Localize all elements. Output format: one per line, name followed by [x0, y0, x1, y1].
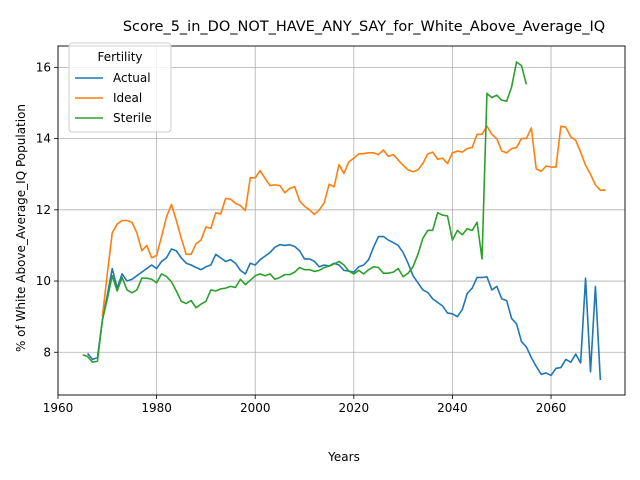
grid-lines	[57, 46, 625, 395]
x-tick-label-4: 2040	[437, 401, 468, 415]
legend-label-sterile: Sterile	[113, 111, 152, 125]
plot-frame	[57, 45, 626, 396]
x-tick-label-0: 1960	[43, 401, 74, 415]
y-axis-label: % of White Above_Average_IQ Population	[14, 104, 28, 352]
x-tick-label-2: 2000	[240, 401, 271, 415]
x-axis: 1960 1980 2000 2020 2040 2060	[43, 395, 567, 415]
legend-label-actual: Actual	[113, 71, 151, 85]
x-tick-label-1: 1980	[141, 401, 172, 415]
y-tick-label-1: 10	[36, 274, 51, 288]
legend-label-ideal: Ideal	[113, 91, 142, 105]
legend-box	[68, 42, 172, 133]
y-tick-label-3: 14	[36, 132, 51, 146]
x-axis-label: Years	[327, 450, 360, 464]
legend: Fertility Actual Ideal Sterile	[68, 42, 172, 133]
x-tick-label-3: 2020	[339, 401, 370, 415]
series-layer	[82, 61, 606, 381]
y-tick-label-4: 16	[36, 60, 51, 74]
series-line-sterile	[82, 61, 528, 364]
legend-title: Fertility	[97, 50, 142, 64]
chart-title: Score_5_in_DO_NOT_HAVE_ANY_SAY_for_White…	[123, 19, 605, 35]
y-axis: 8 10 12 14 16	[36, 60, 58, 359]
y-tick-label-0: 8	[43, 345, 51, 359]
legend-items: Actual Ideal Sterile	[75, 71, 152, 125]
series-line-ideal	[101, 125, 606, 317]
y-tick-label-2: 12	[36, 203, 51, 217]
x-tick-label-5: 2060	[536, 401, 567, 415]
series-line-actual	[86, 235, 602, 381]
